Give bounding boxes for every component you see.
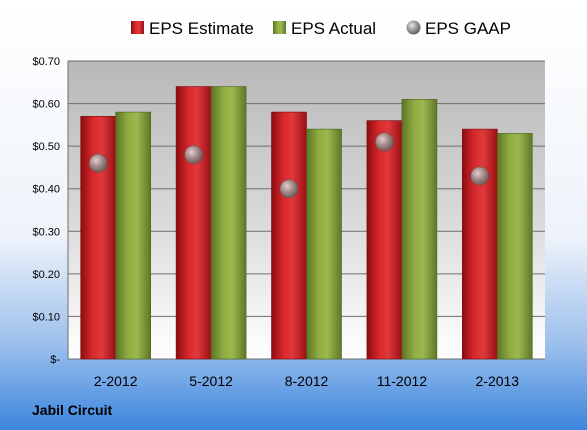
x-tick-label: 5-2012 xyxy=(189,373,233,389)
legend-label: EPS Estimate xyxy=(149,19,254,38)
bars xyxy=(80,86,533,360)
company-label: Jabil Circuit xyxy=(32,402,112,418)
gaap-markers xyxy=(88,132,490,199)
x-tick-label: 8-2012 xyxy=(285,373,329,389)
bar-eps-actual xyxy=(401,99,438,360)
x-tick-label: 11-2012 xyxy=(377,373,428,389)
bar-eps-actual xyxy=(306,128,342,360)
bar-eps-actual xyxy=(496,133,533,360)
marker-eps-gaap xyxy=(88,153,108,173)
marker-eps-gaap xyxy=(374,132,394,152)
bar-eps-estimate xyxy=(271,111,307,360)
marker-eps-gaap xyxy=(279,179,299,199)
y-tick-label: $0.20 xyxy=(32,269,60,281)
bar-eps-estimate xyxy=(80,116,116,360)
bar-eps-estimate xyxy=(175,86,212,360)
legend-label: EPS Actual xyxy=(291,19,376,38)
legend-swatch xyxy=(131,21,144,34)
y-tick-label: $0.10 xyxy=(32,311,60,323)
legend-swatch xyxy=(273,21,286,34)
legend-swatch xyxy=(406,20,421,35)
x-tick-label: 2-2013 xyxy=(476,373,520,389)
y-tick-label: $0.50 xyxy=(32,141,60,153)
marker-eps-gaap xyxy=(470,166,490,186)
marker-eps-gaap xyxy=(184,145,204,165)
y-tick-label: $- xyxy=(50,354,60,366)
legend-label: EPS GAAP xyxy=(425,19,511,38)
bar-eps-estimate xyxy=(366,120,403,360)
legend: EPS Estimate EPS Actual EPS GAAP xyxy=(131,19,511,38)
bar-eps-actual xyxy=(115,111,151,360)
bar-eps-actual xyxy=(210,86,247,360)
y-tick-label: $0.40 xyxy=(32,184,60,196)
y-axis-tick-labels: $- $0.10 $0.20 $0.30 $0.40 $0.50 $0.60 $0.70 xyxy=(32,56,60,366)
y-tick-label: $0.30 xyxy=(32,226,60,238)
x-axis-tick-labels: 2-2012 5-2012 8-2012 11-2012 2-2013 xyxy=(94,373,519,389)
x-tick-label: 2-2012 xyxy=(94,373,138,389)
y-tick-label: $0.70 xyxy=(32,56,60,68)
bar-eps-estimate xyxy=(461,128,498,360)
y-tick-label: $0.60 xyxy=(32,99,60,111)
